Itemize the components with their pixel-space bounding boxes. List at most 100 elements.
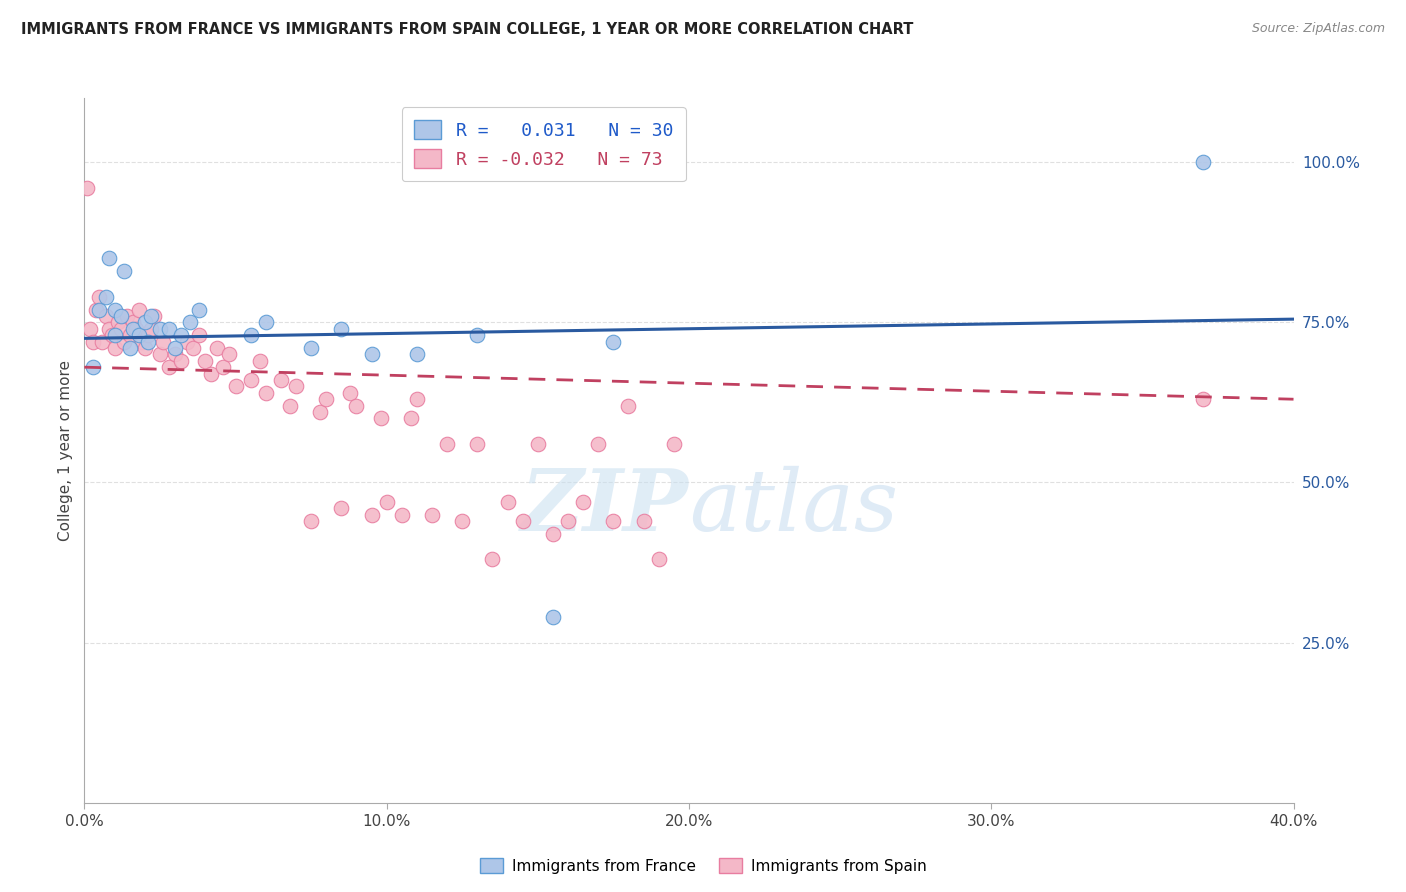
Point xyxy=(89,290,111,304)
Point xyxy=(436,437,458,451)
Point xyxy=(375,494,398,508)
Point xyxy=(110,322,132,336)
Point xyxy=(467,437,489,451)
Point xyxy=(118,341,141,355)
Point xyxy=(557,514,579,528)
Point xyxy=(128,302,150,317)
Point xyxy=(249,353,271,368)
Point xyxy=(239,328,262,343)
Point xyxy=(107,315,129,329)
Point xyxy=(82,334,104,349)
Point xyxy=(602,514,624,528)
Point xyxy=(346,399,368,413)
Point xyxy=(94,290,117,304)
Point xyxy=(165,341,187,355)
Point xyxy=(134,315,156,329)
Point xyxy=(299,514,322,528)
Point xyxy=(188,302,211,317)
Point xyxy=(149,322,172,336)
Point xyxy=(104,328,127,343)
Point xyxy=(118,328,141,343)
Point xyxy=(406,392,429,407)
Point xyxy=(541,526,564,541)
Point xyxy=(136,334,159,349)
Point xyxy=(89,302,111,317)
Point xyxy=(149,347,172,361)
Point xyxy=(481,552,503,566)
Point xyxy=(602,334,624,349)
Text: atlas: atlas xyxy=(689,466,898,549)
Point xyxy=(370,411,392,425)
Point xyxy=(139,309,162,323)
Point xyxy=(97,322,120,336)
Point xyxy=(94,309,117,323)
Point xyxy=(391,508,413,522)
Point xyxy=(152,334,174,349)
Point xyxy=(100,328,122,343)
Legend: Immigrants from France, Immigrants from Spain: Immigrants from France, Immigrants from … xyxy=(474,852,932,880)
Point xyxy=(76,181,98,195)
Point xyxy=(157,322,180,336)
Point xyxy=(157,360,180,375)
Point xyxy=(188,328,211,343)
Point xyxy=(97,252,120,266)
Point xyxy=(225,379,247,393)
Point xyxy=(1192,392,1215,407)
Point xyxy=(541,610,564,624)
Point xyxy=(194,353,217,368)
Point xyxy=(207,341,229,355)
Point xyxy=(212,360,235,375)
Point xyxy=(467,328,489,343)
Point xyxy=(79,322,101,336)
Point xyxy=(270,373,292,387)
Point xyxy=(420,508,443,522)
Point xyxy=(512,514,534,528)
Point xyxy=(617,399,640,413)
Point xyxy=(170,353,193,368)
Point xyxy=(315,392,337,407)
Point xyxy=(91,334,114,349)
Point xyxy=(176,334,198,349)
Point xyxy=(1192,155,1215,169)
Point xyxy=(299,341,322,355)
Point xyxy=(572,494,595,508)
Point xyxy=(285,379,308,393)
Point xyxy=(330,322,353,336)
Point xyxy=(110,309,132,323)
Point xyxy=(181,341,204,355)
Point xyxy=(399,411,422,425)
Point xyxy=(121,315,143,329)
Point xyxy=(104,302,127,317)
Point xyxy=(134,341,156,355)
Point xyxy=(128,328,150,343)
Point xyxy=(527,437,550,451)
Point xyxy=(142,309,165,323)
Point xyxy=(121,322,143,336)
Point xyxy=(165,347,187,361)
Point xyxy=(170,328,193,343)
Point xyxy=(633,514,655,528)
Point xyxy=(86,302,108,317)
Point xyxy=(278,399,301,413)
Point xyxy=(104,341,127,355)
Point xyxy=(330,501,353,516)
Point xyxy=(131,334,153,349)
Point xyxy=(360,347,382,361)
Text: IMMIGRANTS FROM FRANCE VS IMMIGRANTS FROM SPAIN COLLEGE, 1 YEAR OR MORE CORRELAT: IMMIGRANTS FROM FRANCE VS IMMIGRANTS FRO… xyxy=(21,22,914,37)
Point xyxy=(254,315,277,329)
Point xyxy=(406,347,429,361)
Point xyxy=(254,385,277,400)
Point xyxy=(239,373,262,387)
Point xyxy=(648,552,671,566)
Point xyxy=(309,405,332,419)
Point xyxy=(125,322,148,336)
Point xyxy=(139,322,162,336)
Point xyxy=(662,437,685,451)
Point xyxy=(360,508,382,522)
Point xyxy=(112,334,135,349)
Point xyxy=(496,494,519,508)
Y-axis label: College, 1 year or more: College, 1 year or more xyxy=(58,360,73,541)
Point xyxy=(179,315,201,329)
Point xyxy=(588,437,610,451)
Point xyxy=(115,309,138,323)
